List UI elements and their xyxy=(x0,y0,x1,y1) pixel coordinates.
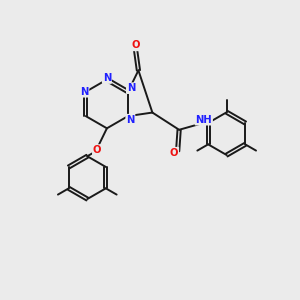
Text: N: N xyxy=(126,115,135,125)
Text: N: N xyxy=(127,83,135,93)
Text: O: O xyxy=(131,40,140,50)
Text: O: O xyxy=(93,145,101,155)
Text: NH: NH xyxy=(196,115,212,125)
Text: N: N xyxy=(80,87,88,97)
Text: N: N xyxy=(103,73,111,83)
Text: O: O xyxy=(170,148,178,158)
